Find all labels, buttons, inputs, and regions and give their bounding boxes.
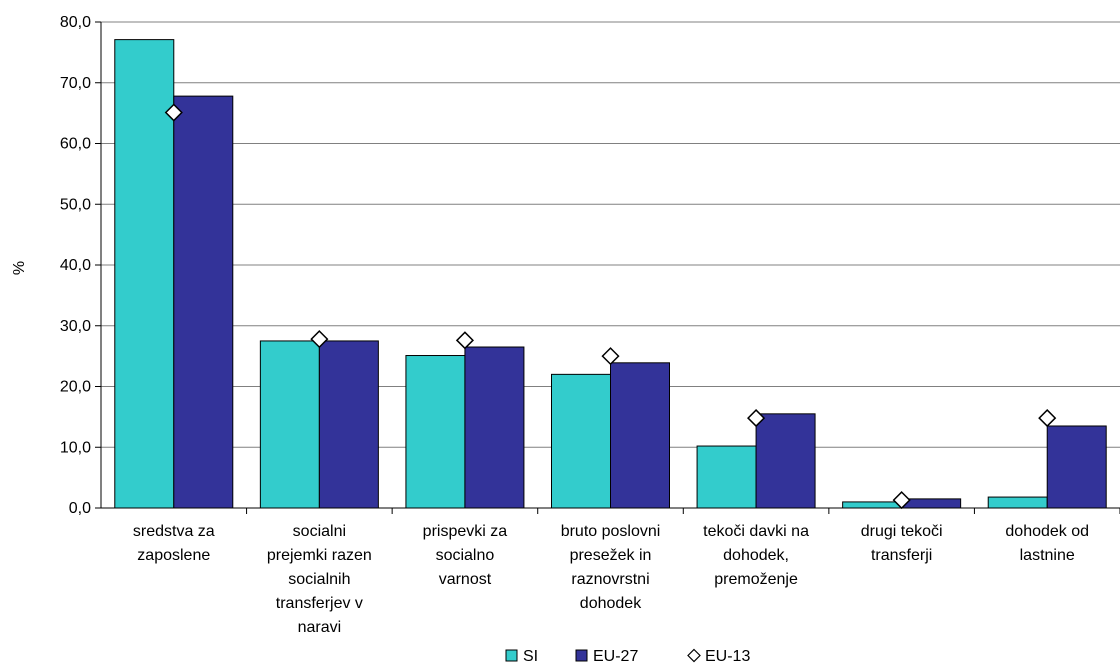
category-label: bruto poslovni presežek in raznovrstni doho… xyxy=(561,523,661,612)
category-label-line: dohodek xyxy=(580,595,642,612)
legend-swatch xyxy=(505,649,518,662)
marker-eu-13 xyxy=(455,331,474,350)
bars xyxy=(114,39,1107,509)
category-label: tekoči davki na dohodek, premoženje xyxy=(703,523,809,588)
bar-eu-27 xyxy=(1046,425,1107,509)
legend-marker xyxy=(687,648,701,663)
legend-item: EU-27 xyxy=(575,648,638,665)
y-tick-label: 10,0 xyxy=(60,439,91,456)
category-label-line: socialni xyxy=(293,523,346,540)
category-label-line: transferji xyxy=(871,547,932,564)
markers xyxy=(164,103,1057,510)
category-labels: sredstva za zaposlene socialni prejemki raz… xyxy=(133,523,1089,636)
category-label-line: premoženje xyxy=(714,571,798,588)
y-tick-labels: 0,0 10,0 20,0 30,0 40,0 50,0 60,0 70,0 80,0 xyxy=(60,14,91,517)
bar-eu-27 xyxy=(173,95,234,509)
category-label-line: bruto poslovni xyxy=(561,523,661,540)
y-tick-label: 70,0 xyxy=(60,75,91,92)
y-tick-label: 30,0 xyxy=(60,318,91,335)
marker-eu-13 xyxy=(747,409,766,428)
marker-eu-13 xyxy=(310,330,329,349)
category-label-line: socialnih xyxy=(288,571,350,588)
category-label-line: zaposlene xyxy=(137,547,210,564)
marker-eu-13 xyxy=(1038,409,1057,428)
bar-eu-27 xyxy=(755,413,816,509)
category-label-line: dohodek, xyxy=(723,547,789,564)
legend-item: EU-13 xyxy=(687,648,750,665)
y-tick-label: 40,0 xyxy=(60,257,91,274)
bar-si xyxy=(696,445,757,509)
category-label-line: sredstva za xyxy=(133,523,215,540)
axes xyxy=(95,21,1120,514)
y-tick-label: 60,0 xyxy=(60,136,91,153)
category-label-line: varnost xyxy=(439,571,492,588)
bar-eu-27 xyxy=(610,362,670,509)
bar-si xyxy=(405,355,466,509)
legend-item: SI xyxy=(505,648,538,665)
category-label: socialni prejemki razen socialnih transferj… xyxy=(267,523,372,636)
category-label-line: naravi xyxy=(298,619,342,636)
bar-eu-27 xyxy=(464,346,525,509)
category-label: drugi tekoči transferji xyxy=(861,523,943,564)
y-tick-label: 50,0 xyxy=(60,196,91,213)
bar-si xyxy=(259,340,320,509)
category-label-line: raznovrstni xyxy=(571,571,649,588)
bar-si xyxy=(842,501,903,509)
category-label-line: lastnine xyxy=(1020,547,1075,564)
category-label-line: presežek in xyxy=(570,547,652,564)
category-label-line: transferjev v xyxy=(276,595,363,612)
y-tick-label: 0,0 xyxy=(69,500,91,517)
category-label-line: socialno xyxy=(436,547,495,564)
category-label-line: tekoči davki na xyxy=(703,523,809,540)
y-tick-label: 80,0 xyxy=(60,14,91,31)
category-label-line: dohodek od xyxy=(1005,523,1089,540)
legend-swatch xyxy=(575,649,588,662)
category-label-line: prejemki razen xyxy=(267,547,372,564)
marker-eu-13 xyxy=(601,347,620,366)
category-label: dohodek od lastnine xyxy=(1005,523,1089,564)
legend-label: SI xyxy=(523,648,538,665)
y-tick-label: 20,0 xyxy=(60,379,91,396)
legend-label: EU-27 xyxy=(593,648,638,665)
category-label-line: drugi tekoči xyxy=(861,523,943,540)
category-label-line: prispevki za xyxy=(423,523,508,540)
bar-si xyxy=(114,39,175,509)
legend-label: EU-13 xyxy=(705,648,750,665)
category-label: prispevki za socialno varnost xyxy=(423,523,508,588)
bar-si xyxy=(987,496,1048,509)
category-label: sredstva za zaposlene xyxy=(133,523,215,564)
marker-eu-13 xyxy=(164,103,183,122)
legend: SI EU-27 EU-13 xyxy=(505,648,750,665)
y-axis-label: % xyxy=(11,261,28,275)
bar-eu-27 xyxy=(318,340,379,509)
bar-si xyxy=(551,373,611,509)
